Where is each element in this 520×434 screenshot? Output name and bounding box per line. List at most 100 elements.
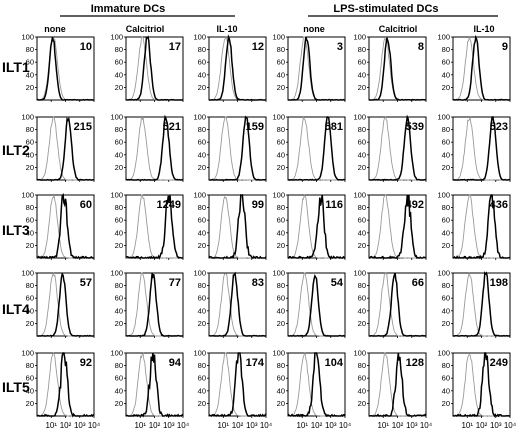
y-tick-label: 80 [198, 45, 206, 54]
y-tick-label: 20 [26, 319, 34, 328]
y-tick-label: 80 [115, 361, 123, 370]
y-tick-label: 20 [198, 319, 206, 328]
mfi-value: 581 [325, 121, 343, 133]
y-tick-label: 80 [358, 125, 366, 134]
stained-histogram [368, 352, 427, 418]
mfi-value: 94 [169, 357, 182, 369]
y-tick-label: 80 [198, 203, 206, 212]
histogram-panel: 215 20 40 60 80 100 [21, 113, 95, 182]
y-tick-label: 40 [26, 306, 34, 315]
y-tick-label: 60 [115, 294, 123, 303]
y-tick-label: 40 [198, 150, 206, 159]
y-tick-label: 60 [358, 374, 366, 383]
mfi-value: 159 [246, 121, 264, 133]
y-tick-label: 100 [110, 113, 123, 122]
x-tick-label: 10¹ [45, 421, 57, 430]
y-tick-label: 80 [115, 203, 123, 212]
histogram-panel: 492 20 40 60 80 100 [353, 191, 427, 260]
panel-frame [368, 194, 427, 259]
panel-frame [368, 272, 427, 337]
y-tick-label: 20 [442, 83, 450, 92]
x-tick-label: 10⁴ [177, 421, 190, 430]
mfi-value: 128 [406, 357, 424, 369]
y-tick-label: 20 [115, 399, 123, 408]
condition-labels: none Calcitriol IL-10 none Calcitriol IL… [44, 24, 494, 34]
y-tick-label: 80 [26, 361, 34, 370]
y-tick-label: 80 [442, 45, 450, 54]
stained-histogram [288, 36, 345, 101]
y-tick-label: 60 [277, 58, 285, 67]
y-tick-label: 20 [358, 241, 366, 250]
y-tick-label: 20 [115, 83, 123, 92]
histogram-panel: 60 20 40 60 80 100 [21, 191, 95, 260]
mfi-value: 83 [252, 277, 264, 289]
y-tick-label: 100 [437, 349, 450, 358]
y-tick-label: 60 [115, 138, 123, 147]
histogram-panel: 54 20 40 60 80 100 [272, 269, 346, 338]
y-tick-label: 60 [358, 216, 366, 225]
y-tick-label: 40 [198, 228, 206, 237]
y-tick-label: 60 [26, 58, 34, 67]
y-tick-label: 20 [358, 163, 366, 172]
y-tick-label: 80 [277, 45, 285, 54]
y-tick-label: 80 [198, 125, 206, 134]
y-tick-label: 100 [193, 191, 206, 200]
y-tick-label: 60 [115, 58, 123, 67]
y-tick-label: 80 [358, 45, 366, 54]
y-tick-label: 60 [442, 216, 450, 225]
stained-histogram [208, 271, 266, 337]
y-tick-label: 60 [198, 374, 206, 383]
x-axis-labels: 10¹ 10² 10³ 10⁴ 10¹ 10² 10³ 10⁴ 10¹ 10² 10³ 10⁴ 10¹ 1… [45, 421, 516, 430]
mfi-value: 3 [337, 41, 343, 53]
histogram-panel: 94 20 40 60 80 100 [110, 349, 184, 418]
y-tick-label: 80 [26, 281, 34, 290]
histogram-panel: 99 20 40 60 80 100 [193, 191, 267, 260]
histogram-panel: 92 20 40 60 80 100 [21, 349, 95, 418]
y-tick-label: 20 [277, 163, 285, 172]
histogram-panel: 12 20 40 60 80 100 [193, 33, 267, 102]
y-tick-label: 40 [277, 306, 285, 315]
y-tick-label: 40 [115, 386, 123, 395]
y-tick-label: 80 [358, 203, 366, 212]
marker-label: ILT1 [2, 59, 30, 75]
x-tick-label: 10³ [246, 421, 258, 430]
y-tick-label: 60 [277, 138, 285, 147]
y-tick-label: 60 [198, 138, 206, 147]
x-tick-label: 10⁴ [88, 421, 101, 430]
isotype-control-histogram [452, 116, 511, 181]
y-tick-label: 40 [26, 70, 34, 79]
group-title-lps: LPS-stimulated DCs [333, 3, 438, 15]
panel-frame [287, 36, 346, 101]
y-tick-label: 20 [115, 163, 123, 172]
condition-label: IL-10 [473, 24, 494, 34]
x-tick-label: 10³ [74, 421, 86, 430]
histogram-panels: 10 20 40 60 80 100 17 20 40 60 80 100 12 20 40 60 80 100 3… [21, 33, 511, 418]
panel-frame [125, 194, 184, 259]
x-tick-label: 10² [149, 421, 161, 430]
histogram-panel: 10 20 40 60 80 100 [21, 33, 95, 102]
y-tick-label: 80 [115, 45, 123, 54]
y-tick-label: 40 [442, 70, 450, 79]
group-title-immature: Immature DCs [91, 3, 166, 15]
panel-frame [287, 116, 346, 181]
y-tick-label: 40 [277, 150, 285, 159]
y-tick-label: 40 [442, 306, 450, 315]
y-tick-label: 100 [353, 113, 366, 122]
y-tick-label: 60 [115, 216, 123, 225]
mfi-value: 9 [502, 41, 508, 53]
marker-label: ILT5 [2, 379, 30, 395]
y-tick-label: 60 [442, 138, 450, 147]
mfi-value: 174 [246, 357, 265, 369]
histogram-panel: 77 20 40 60 80 100 [110, 269, 184, 338]
y-tick-label: 40 [198, 386, 206, 395]
stained-histogram [368, 114, 427, 181]
y-tick-label: 40 [115, 306, 123, 315]
x-tick-label: 10³ [325, 421, 337, 430]
histogram-panel: 83 20 40 60 80 100 [193, 269, 267, 338]
y-tick-label: 60 [358, 294, 366, 303]
y-tick-label: 60 [442, 374, 450, 383]
condition-label: IL-10 [216, 24, 237, 34]
mfi-value: 99 [252, 199, 264, 211]
x-tick-label: 10³ [490, 421, 502, 430]
stained-histogram [208, 194, 267, 259]
